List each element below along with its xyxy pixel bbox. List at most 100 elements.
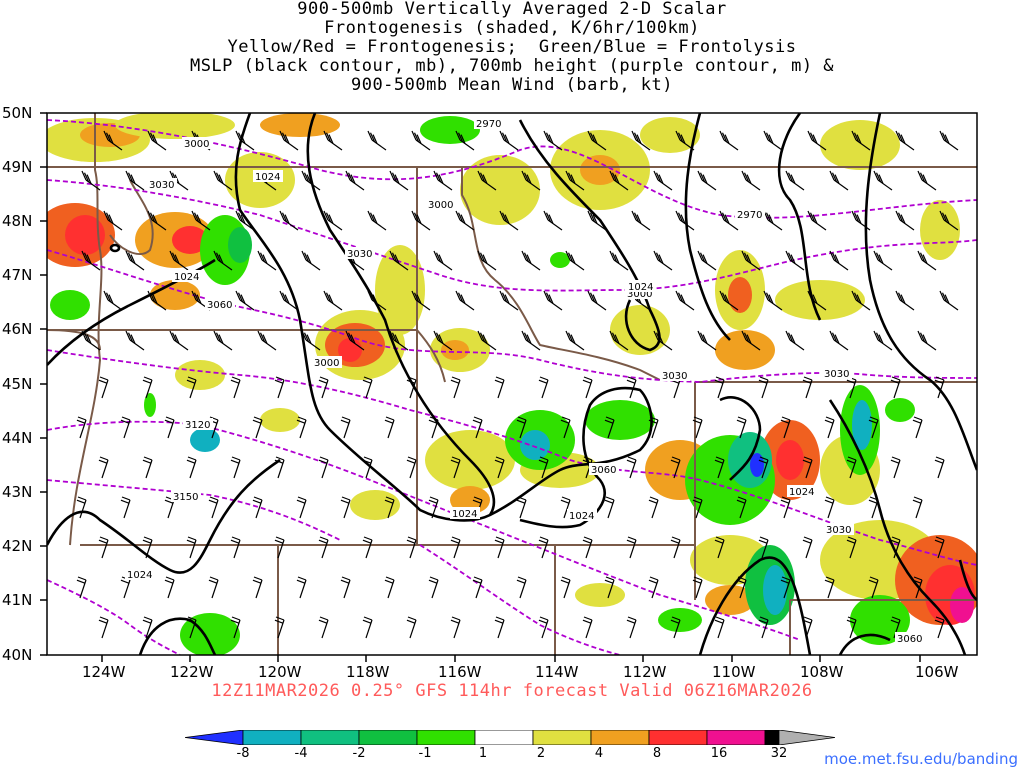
wind-barb bbox=[230, 536, 241, 559]
wind-barb bbox=[763, 130, 783, 151]
wind-barb bbox=[230, 456, 241, 479]
colorbar-label: 32 bbox=[770, 746, 788, 761]
wind-barb bbox=[142, 536, 153, 559]
wind-barb bbox=[780, 576, 791, 599]
wind-barb bbox=[917, 250, 937, 271]
wind-barb bbox=[829, 170, 849, 191]
wind-barb bbox=[692, 496, 703, 519]
wind-barb bbox=[406, 616, 417, 639]
colorbar-label: -8 bbox=[236, 746, 250, 761]
colorbar-segment bbox=[416, 730, 476, 745]
lat-label: 46N bbox=[2, 320, 32, 338]
wind-barb bbox=[230, 376, 241, 399]
colorbar bbox=[185, 730, 835, 745]
wind-barb bbox=[758, 456, 769, 479]
colorbar-label: 4 bbox=[594, 746, 604, 761]
wind-barb bbox=[543, 130, 563, 151]
lon-label: 124W bbox=[82, 663, 126, 681]
wind-barb bbox=[98, 536, 109, 559]
pressure-contour-labels: 1024 1024 1024 1024 1024 1024 1024 bbox=[125, 170, 817, 581]
wind-barb bbox=[802, 536, 813, 559]
wind-barb bbox=[433, 330, 453, 351]
valid-time: 12Z11MAR2026 0.25° GFS 114hr forecast Va… bbox=[211, 681, 813, 701]
height-label: 3030 bbox=[826, 525, 851, 536]
wind-barb bbox=[582, 616, 593, 639]
wind-barb bbox=[428, 416, 439, 439]
colorbar-segment bbox=[300, 730, 360, 745]
wind-barb bbox=[895, 130, 915, 151]
lat-label: 44N bbox=[2, 429, 32, 447]
wind-barb bbox=[719, 130, 739, 151]
wind-barb bbox=[675, 290, 695, 311]
wind-barb bbox=[912, 496, 923, 519]
wind-barb bbox=[609, 330, 629, 351]
wind-barb bbox=[384, 416, 395, 439]
wind-barb bbox=[609, 170, 629, 191]
wind-barb bbox=[362, 616, 373, 639]
colorbar-segment bbox=[706, 730, 766, 745]
height-label: 3060 bbox=[591, 465, 616, 476]
wind-barb bbox=[609, 250, 629, 271]
wind-barb bbox=[912, 576, 923, 599]
wind-barb bbox=[604, 576, 615, 599]
colorbar-segment bbox=[242, 730, 302, 745]
lon-label: 114W bbox=[535, 663, 579, 681]
height-label: 3000 bbox=[314, 358, 339, 369]
wind-barb bbox=[252, 496, 263, 519]
colorbar-label: 8 bbox=[652, 746, 662, 761]
wind-barb bbox=[736, 416, 747, 439]
wind-barb bbox=[120, 416, 131, 439]
wind-barb bbox=[785, 170, 805, 191]
wind-barb bbox=[653, 170, 673, 191]
pressure-label: 1024 bbox=[452, 509, 477, 520]
wind-barb bbox=[147, 290, 167, 311]
wind-barb bbox=[186, 376, 197, 399]
wind-barb bbox=[499, 290, 519, 311]
wind-barb bbox=[450, 536, 461, 559]
wind-barb bbox=[648, 576, 659, 599]
wind-barb bbox=[120, 496, 131, 519]
wind-barb bbox=[670, 456, 681, 479]
wind-barb bbox=[296, 576, 307, 599]
wind-barb bbox=[384, 576, 395, 599]
height-label: 3030 bbox=[347, 249, 372, 260]
wind-barb bbox=[147, 130, 167, 151]
lon-label: 106W bbox=[915, 663, 959, 681]
wind-barb bbox=[389, 250, 409, 271]
lat-label: 40N bbox=[2, 646, 32, 664]
colorbar-arrow-left bbox=[185, 730, 244, 745]
wind-barb bbox=[345, 330, 365, 351]
wind-barb bbox=[675, 130, 695, 151]
wind-barb bbox=[318, 376, 329, 399]
wind-barb bbox=[477, 170, 497, 191]
wind-barb bbox=[296, 496, 307, 519]
wind-barb bbox=[455, 130, 475, 151]
wind-barb bbox=[76, 416, 87, 439]
wind-barb bbox=[499, 210, 519, 231]
wind-barb bbox=[213, 170, 233, 191]
wind-barb bbox=[81, 170, 101, 191]
wind-barb bbox=[433, 250, 453, 271]
height-label: 3060 bbox=[897, 634, 922, 645]
wind-barb bbox=[648, 416, 659, 439]
wind-barb bbox=[103, 130, 123, 151]
wind-barb bbox=[604, 416, 615, 439]
wind-barb bbox=[829, 250, 849, 271]
wind-barb bbox=[780, 416, 791, 439]
wind-barb bbox=[543, 210, 563, 231]
wind-barb bbox=[186, 536, 197, 559]
title-line-4: MSLP (black contour, mb), 700mb height (… bbox=[189, 56, 835, 76]
wind-barb bbox=[582, 536, 593, 559]
wind-barb bbox=[758, 536, 769, 559]
wind-barb bbox=[582, 376, 593, 399]
wind-barb bbox=[912, 416, 923, 439]
wind-barb bbox=[411, 290, 431, 311]
wind-barb bbox=[186, 616, 197, 639]
colorbar-segment bbox=[358, 730, 418, 745]
lon-label: 110W bbox=[712, 663, 756, 681]
wind-barb bbox=[648, 496, 659, 519]
wind-barb bbox=[917, 330, 937, 351]
colorbar-label: 1 bbox=[478, 746, 488, 761]
wind-barb bbox=[384, 496, 395, 519]
wind-barb bbox=[785, 330, 805, 351]
